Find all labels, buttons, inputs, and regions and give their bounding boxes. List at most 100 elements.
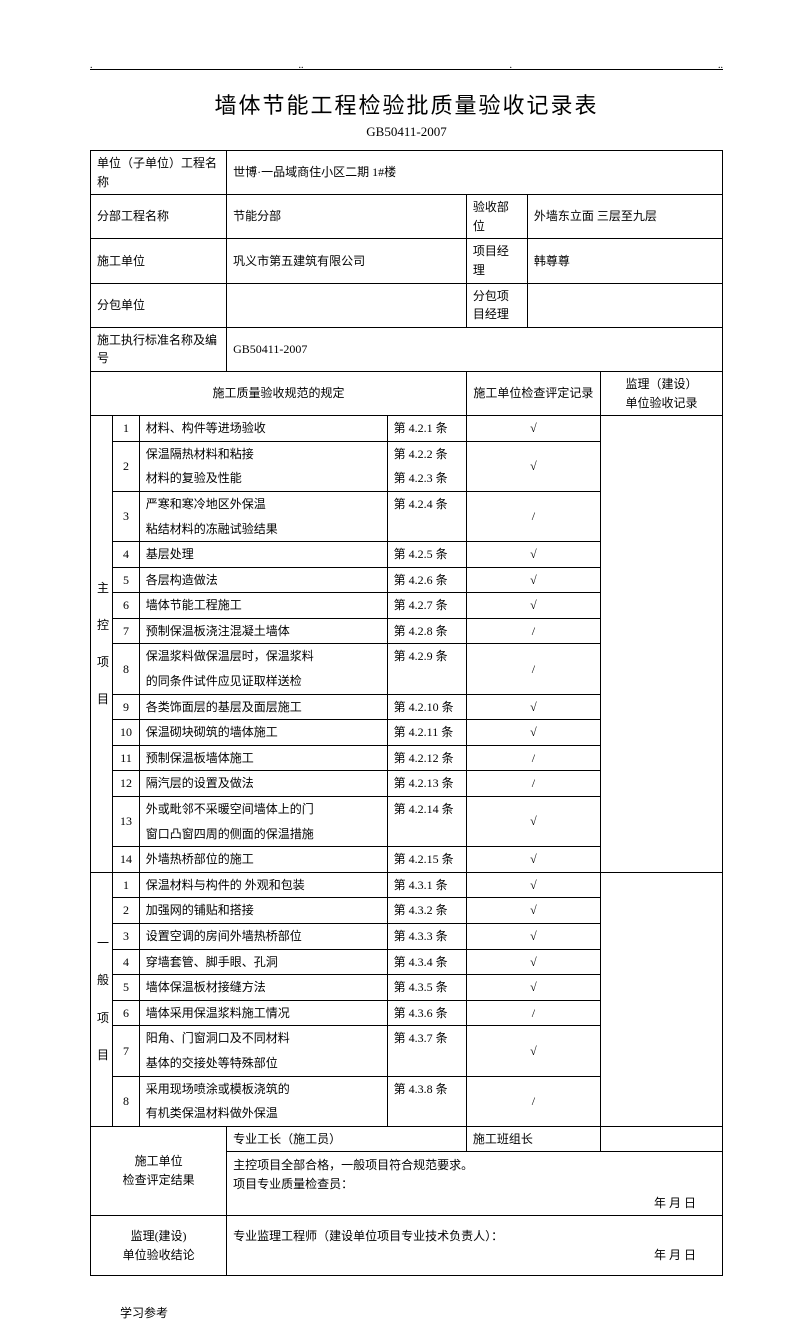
item-clause: 第 4.2.2 条 [387, 441, 466, 466]
conclusion-text: 主控项目全部合格，一般项目符合规范要求。 [233, 1156, 716, 1175]
item-desc: 阳角、门窗洞口及不同材料 [139, 1026, 387, 1051]
item-clause [387, 669, 466, 694]
item-desc: 保温砌块砌筑的墙体施工 [139, 720, 387, 746]
item-clause [387, 822, 466, 847]
item-number: 1 [113, 872, 139, 898]
item-desc: 预制保温板墙体施工 [139, 745, 387, 771]
info-value: GB50411-2007 [227, 327, 723, 371]
info-label: 单位（子单位）工程名称 [91, 151, 227, 195]
engineer-label: 专业监理工程师（建设单位项目专业技术负责人）： [233, 1227, 716, 1246]
item-clause [387, 1101, 466, 1126]
item-number: 6 [113, 593, 139, 619]
check-mark: √ [466, 797, 600, 847]
check-mark: / [466, 771, 600, 797]
date-text: 年 月 日 [233, 1194, 716, 1213]
item-desc: 预制保温板浇注混凝土墙体 [139, 618, 387, 644]
item-desc: 穿墙套管、脚手眼、孔洞 [139, 949, 387, 975]
col-header: 施工单位检查评定记录 [466, 371, 600, 415]
table-row: 分包单位 分包项目经理 [91, 283, 723, 327]
header-dot: . [90, 60, 93, 69]
page-subtitle: GB50411-2007 [90, 124, 723, 140]
date-text: 年 月 日 [233, 1246, 716, 1265]
item-desc: 各类饰面层的基层及面层施工 [139, 694, 387, 720]
empty-cell [600, 1126, 722, 1152]
info-label: 项目经理 [466, 239, 527, 283]
info-value: 外墙东立面 三层至九层 [527, 195, 722, 239]
item-number: 2 [113, 441, 139, 491]
table-header-row: 施工质量验收规范的规定 施工单位检查评定记录 监理（建设） 单位验收记录 [91, 371, 723, 415]
item-desc: 严寒和寒冷地区外保温 [139, 491, 387, 516]
item-number: 5 [113, 567, 139, 593]
check-mark: √ [466, 720, 600, 746]
item-desc: 有机类保温材料做外保温 [139, 1101, 387, 1126]
item-clause: 第 4.3.2 条 [387, 898, 466, 924]
supervise-label: 监理(建设) 单位验收结论 [91, 1216, 227, 1276]
info-value: 节能分部 [227, 195, 467, 239]
item-number: 7 [113, 1026, 139, 1076]
table-row: 监理(建设) 单位验收结论 专业监理工程师（建设单位项目专业技术负责人）： 年 … [91, 1216, 723, 1276]
item-desc: 窗口凸窗四周的侧面的保温措施 [139, 822, 387, 847]
item-desc: 材料、构件等进场验收 [139, 416, 387, 442]
item-clause: 第 4.2.6 条 [387, 567, 466, 593]
check-mark: √ [466, 416, 600, 442]
col-header-line2: 单位验收记录 [625, 396, 697, 410]
item-desc: 墙体保温板材接缝方法 [139, 975, 387, 1001]
check-mark: √ [466, 694, 600, 720]
item-desc: 外墙热桥部位的施工 [139, 847, 387, 873]
check-mark: √ [466, 872, 600, 898]
check-mark: √ [466, 441, 600, 491]
check-mark: / [466, 1076, 600, 1126]
table-row: 单位（子单位）工程名称 世博·一品域商住小区二期 1#楼 [91, 151, 723, 195]
item-clause: 第 4.2.8 条 [387, 618, 466, 644]
item-clause: 第 4.3.4 条 [387, 949, 466, 975]
col-header: 施工质量验收规范的规定 [91, 371, 467, 415]
item-clause: 第 4.3.8 条 [387, 1076, 466, 1101]
info-table: 单位（子单位）工程名称 世博·一品域商住小区二期 1#楼 分部工程名称 节能分部… [90, 150, 723, 1276]
team-leader-label: 施工班组长 [466, 1126, 600, 1152]
check-mark: √ [466, 567, 600, 593]
item-number: 8 [113, 644, 139, 694]
info-value [527, 283, 722, 327]
item-number: 5 [113, 975, 139, 1001]
check-mark: √ [466, 949, 600, 975]
item-clause: 第 4.3.7 条 [387, 1026, 466, 1051]
item-desc: 基层处理 [139, 542, 387, 568]
page-title: 墙体节能工程检验批质量验收记录表 [90, 88, 723, 120]
info-label: 施工执行标准名称及编号 [91, 327, 227, 371]
info-label: 分包单位 [91, 283, 227, 327]
item-clause: 第 4.2.10 条 [387, 694, 466, 720]
item-desc: 墙体节能工程施工 [139, 593, 387, 619]
item-clause: 第 4.3.5 条 [387, 975, 466, 1001]
table-row: 施工执行标准名称及编号 GB50411-2007 [91, 327, 723, 371]
item-clause: 第 4.2.4 条 [387, 491, 466, 516]
header-dot: .. [299, 60, 304, 69]
foreman-label: 专业工长（施工员） [227, 1126, 467, 1152]
item-desc: 保温浆料做保温层时，保温浆料 [139, 644, 387, 669]
info-label: 分包项目经理 [466, 283, 527, 327]
item-number: 10 [113, 720, 139, 746]
table-row: 主控项目1材料、构件等进场验收第 4.2.1 条√ [91, 416, 723, 442]
page: . .. . .. 墙体节能工程检验批质量验收记录表 GB50411-2007 … [0, 0, 793, 1122]
item-clause [387, 517, 466, 542]
item-clause: 第 4.2.3 条 [387, 466, 466, 491]
item-desc: 各层构造做法 [139, 567, 387, 593]
col-header-line1: 监理（建设） [625, 377, 697, 391]
item-clause: 第 4.2.7 条 [387, 593, 466, 619]
item-clause: 第 4.2.14 条 [387, 797, 466, 822]
header-rule: . .. . .. [90, 60, 723, 70]
check-mark: √ [466, 924, 600, 950]
item-clause: 第 4.2.13 条 [387, 771, 466, 797]
item-desc: 粘结材料的冻融试验结果 [139, 517, 387, 542]
col-header: 监理（建设） 单位验收记录 [600, 371, 722, 415]
item-number: 12 [113, 771, 139, 797]
inspector-label: 项目专业质量检查员： [233, 1175, 716, 1194]
item-number: 4 [113, 949, 139, 975]
item-desc: 基体的交接处等特殊部位 [139, 1051, 387, 1076]
item-clause: 第 4.2.1 条 [387, 416, 466, 442]
item-desc: 保温材料与构件的 外观和包装 [139, 872, 387, 898]
check-mark: √ [466, 1026, 600, 1076]
item-clause: 第 4.3.3 条 [387, 924, 466, 950]
check-mark: √ [466, 542, 600, 568]
item-desc: 材料的复验及性能 [139, 466, 387, 491]
item-number: 13 [113, 797, 139, 847]
